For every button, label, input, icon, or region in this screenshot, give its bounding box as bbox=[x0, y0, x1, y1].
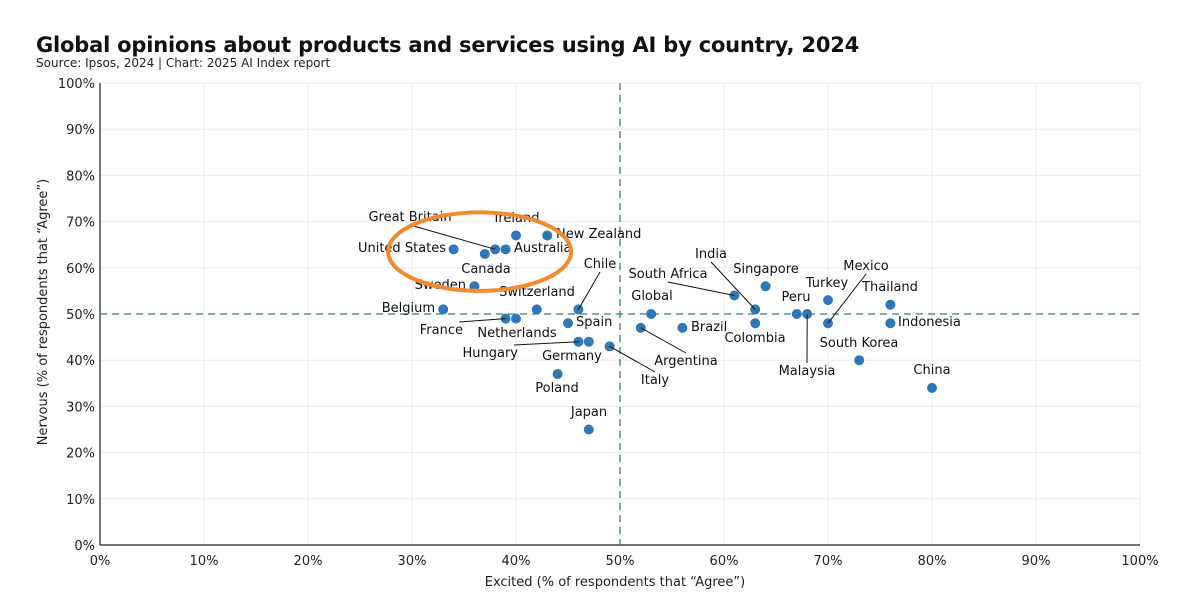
data-point bbox=[750, 318, 761, 329]
point-label: Canada bbox=[461, 262, 510, 277]
leader-line bbox=[827, 273, 867, 324]
point-label: Thailand bbox=[861, 280, 918, 295]
leader-line bbox=[409, 224, 496, 250]
y-tick-label: 20% bbox=[66, 447, 95, 462]
point-label: China bbox=[913, 363, 950, 378]
point-label: Belgium bbox=[382, 301, 435, 316]
point-label: Australia bbox=[514, 241, 572, 256]
data-point bbox=[531, 304, 542, 315]
data-point bbox=[583, 336, 594, 347]
point-label: Colombia bbox=[724, 331, 785, 346]
leader-line bbox=[513, 341, 579, 346]
point-label: South Africa bbox=[629, 267, 708, 282]
point-label: Brazil bbox=[691, 320, 727, 335]
data-point bbox=[552, 369, 563, 380]
data-point bbox=[500, 244, 511, 255]
x-tick-label: 90% bbox=[1022, 554, 1051, 569]
point-label: Germany bbox=[542, 349, 602, 364]
data-point bbox=[448, 244, 459, 255]
data-point bbox=[927, 382, 937, 393]
y-tick-label: 80% bbox=[66, 169, 95, 184]
point-label: Mexico bbox=[843, 259, 888, 274]
data-point bbox=[823, 295, 833, 306]
x-tick-label: 80% bbox=[918, 554, 947, 569]
leader-line bbox=[640, 327, 687, 354]
x-tick-label: 60% bbox=[710, 554, 739, 569]
leader-line bbox=[667, 281, 735, 297]
x-tick-label: 100% bbox=[1121, 554, 1158, 569]
leader-line bbox=[577, 271, 601, 310]
point-label: Spain bbox=[576, 315, 612, 330]
leader-line bbox=[609, 345, 656, 373]
point-label: Global bbox=[631, 289, 672, 304]
x-tick-label: 0% bbox=[90, 554, 111, 569]
y-tick-label: 70% bbox=[66, 216, 95, 231]
x-tick-label: 30% bbox=[398, 554, 427, 569]
y-axis-label: Nervous (% of respondents that “Agree”) bbox=[36, 179, 51, 445]
point-label: South Korea bbox=[820, 336, 899, 351]
data-point bbox=[583, 424, 594, 435]
x-tick-label: 70% bbox=[814, 554, 843, 569]
point-label: Singapore bbox=[733, 262, 799, 277]
data-point bbox=[438, 304, 449, 315]
data-point bbox=[646, 309, 657, 319]
data-point bbox=[542, 230, 553, 241]
y-tick-label: 90% bbox=[66, 123, 95, 138]
point-label: Great Britain bbox=[368, 210, 451, 225]
point-label: Italy bbox=[641, 373, 670, 388]
data-point bbox=[563, 318, 573, 329]
highlight-ellipse bbox=[386, 210, 574, 293]
data-point bbox=[791, 309, 802, 319]
point-label: Poland bbox=[535, 381, 578, 396]
chart-title: Global opinions about products and servi… bbox=[36, 33, 860, 57]
point-label: Argentina bbox=[654, 354, 717, 369]
point-label: Indonesia bbox=[898, 315, 961, 330]
x-axis-label: Excited (% of respondents that “Agree”) bbox=[485, 575, 746, 590]
y-tick-label: 10% bbox=[66, 493, 95, 508]
x-tick-label: 10% bbox=[190, 554, 219, 569]
data-point bbox=[511, 313, 521, 324]
point-label: United States bbox=[358, 241, 446, 256]
y-tick-label: 40% bbox=[66, 354, 95, 369]
data-point bbox=[885, 318, 896, 329]
x-tick-label: 20% bbox=[294, 554, 323, 569]
point-label: Chile bbox=[584, 257, 617, 272]
data-point bbox=[854, 355, 865, 366]
data-point bbox=[511, 230, 521, 241]
point-label: Turkey bbox=[805, 276, 849, 291]
point-label: France bbox=[420, 323, 463, 338]
leader-line bbox=[710, 261, 756, 310]
chart-subtitle: Source: Ipsos, 2024 | Chart: 2025 AI Ind… bbox=[36, 56, 331, 70]
point-label: New Zealand bbox=[556, 227, 641, 242]
point-label: Malaysia bbox=[779, 364, 836, 379]
y-tick-label: 50% bbox=[66, 308, 95, 323]
point-label: Japan bbox=[570, 405, 607, 420]
data-point bbox=[677, 322, 688, 333]
point-label: Peru bbox=[782, 290, 811, 305]
y-tick-label: 100% bbox=[58, 77, 95, 92]
point-label: Netherlands bbox=[477, 326, 556, 341]
point-label: Hungary bbox=[462, 346, 518, 361]
data-point bbox=[760, 281, 771, 292]
data-point bbox=[885, 299, 896, 310]
y-tick-label: 30% bbox=[66, 400, 95, 415]
leader-line bbox=[458, 318, 506, 323]
x-tick-label: 50% bbox=[606, 554, 635, 569]
y-tick-label: 60% bbox=[66, 262, 95, 277]
point-label: India bbox=[695, 247, 727, 262]
data-point bbox=[479, 248, 490, 259]
y-tick-label: 0% bbox=[74, 539, 95, 554]
x-tick-label: 40% bbox=[502, 554, 531, 569]
